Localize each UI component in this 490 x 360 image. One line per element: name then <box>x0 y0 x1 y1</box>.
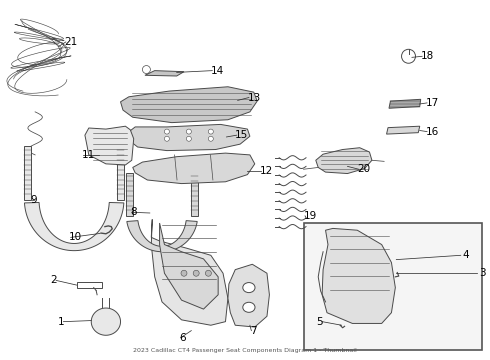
Polygon shape <box>387 126 420 134</box>
Polygon shape <box>316 148 372 174</box>
Polygon shape <box>121 87 257 123</box>
Text: 7: 7 <box>250 325 256 336</box>
Text: 15: 15 <box>235 130 248 140</box>
Polygon shape <box>389 99 421 108</box>
Text: 1: 1 <box>58 317 64 327</box>
Circle shape <box>208 129 213 134</box>
Bar <box>304 223 482 350</box>
Polygon shape <box>127 221 197 252</box>
Text: 2: 2 <box>50 275 57 285</box>
Text: 3: 3 <box>479 268 486 278</box>
Polygon shape <box>117 146 124 200</box>
Text: 20: 20 <box>357 164 370 174</box>
Text: 11: 11 <box>81 150 95 160</box>
Polygon shape <box>151 220 228 325</box>
Bar <box>76 282 102 288</box>
Text: 6: 6 <box>179 333 186 343</box>
Circle shape <box>186 129 192 134</box>
Circle shape <box>165 129 170 134</box>
Polygon shape <box>24 146 31 200</box>
Circle shape <box>208 136 213 141</box>
Text: 21: 21 <box>64 37 77 47</box>
Text: 17: 17 <box>426 98 439 108</box>
Circle shape <box>401 49 416 63</box>
Text: 2023 Cadillac CT4 Passenger Seat Components Diagram 1 - Thumbnail: 2023 Cadillac CT4 Passenger Seat Compone… <box>133 348 357 353</box>
Polygon shape <box>145 71 184 76</box>
Ellipse shape <box>243 283 255 293</box>
Circle shape <box>193 270 199 276</box>
Text: 4: 4 <box>462 250 469 260</box>
Circle shape <box>205 270 211 276</box>
Text: 5: 5 <box>317 317 323 327</box>
Polygon shape <box>85 126 134 165</box>
Text: 19: 19 <box>304 211 317 221</box>
Text: 10: 10 <box>69 232 82 242</box>
Text: 12: 12 <box>260 166 273 176</box>
Text: 16: 16 <box>426 127 439 136</box>
Text: 14: 14 <box>211 66 224 76</box>
Circle shape <box>181 270 187 276</box>
Polygon shape <box>191 173 197 216</box>
Text: 13: 13 <box>247 93 261 103</box>
Polygon shape <box>127 125 250 150</box>
Polygon shape <box>133 153 255 184</box>
Polygon shape <box>160 223 218 309</box>
Circle shape <box>143 66 150 73</box>
Polygon shape <box>91 308 121 335</box>
Circle shape <box>186 136 192 141</box>
Polygon shape <box>322 228 395 323</box>
Text: 18: 18 <box>421 51 434 61</box>
Text: 8: 8 <box>130 207 137 217</box>
Polygon shape <box>24 202 124 251</box>
Circle shape <box>165 136 170 141</box>
Text: 9: 9 <box>30 195 37 205</box>
Polygon shape <box>126 173 133 216</box>
Ellipse shape <box>243 302 255 312</box>
Polygon shape <box>228 264 270 327</box>
